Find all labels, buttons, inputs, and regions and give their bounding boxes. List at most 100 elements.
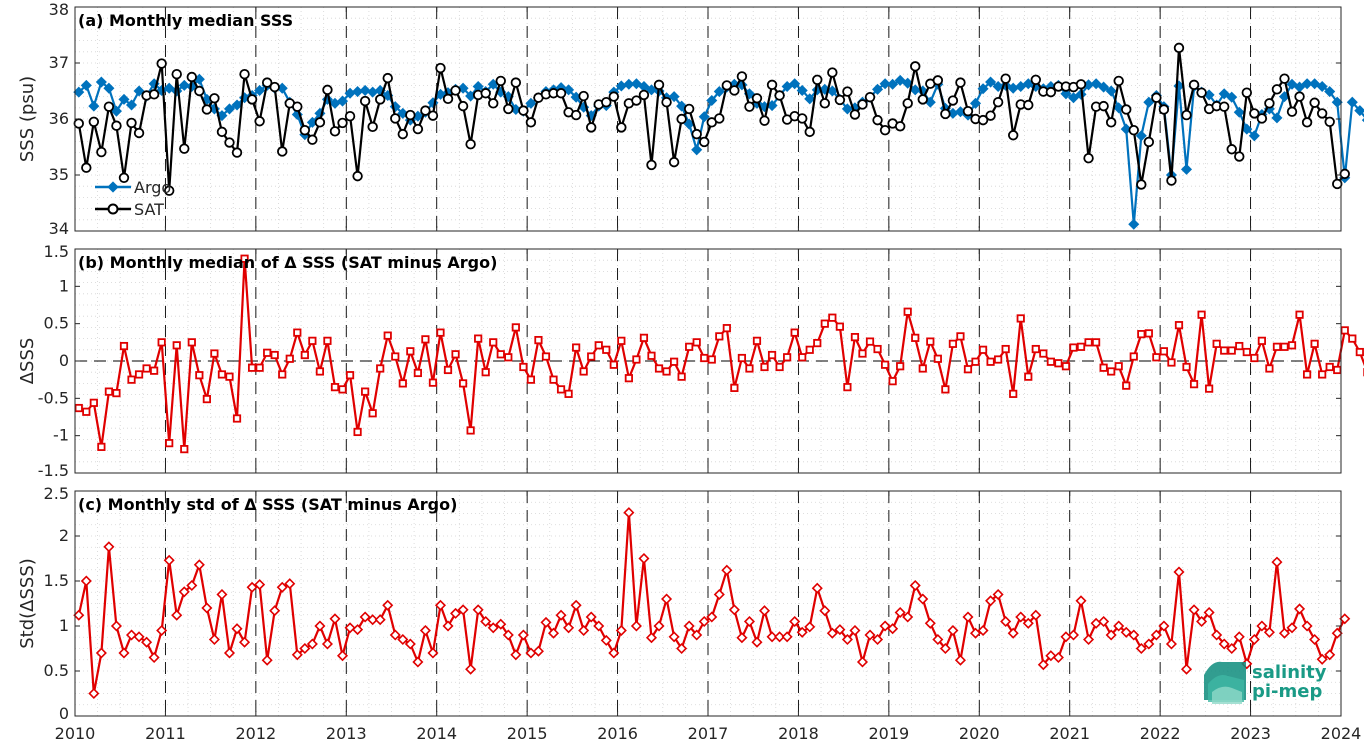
data-point xyxy=(894,606,906,619)
data-point xyxy=(1309,78,1321,90)
data-point xyxy=(1340,326,1349,335)
data-point xyxy=(865,337,875,346)
data-point xyxy=(1000,73,1011,84)
data-point xyxy=(1166,175,1177,186)
data-point xyxy=(276,581,288,593)
data-point xyxy=(609,360,618,369)
data-point xyxy=(1271,112,1283,124)
data-point xyxy=(382,72,393,84)
data-point xyxy=(917,593,929,605)
data-point xyxy=(706,94,718,107)
x-tick-label: 2020 xyxy=(959,724,1000,743)
data-point xyxy=(947,624,959,637)
data-point xyxy=(909,84,921,96)
data-point xyxy=(624,374,633,383)
data-point xyxy=(480,88,491,99)
data-point xyxy=(322,84,333,96)
data-point xyxy=(1279,73,1290,84)
data-point xyxy=(969,97,982,109)
data-point xyxy=(692,338,701,347)
data-point xyxy=(239,68,250,80)
data-point xyxy=(1024,372,1033,381)
data-point xyxy=(315,367,325,376)
data-point xyxy=(668,91,680,103)
data-point xyxy=(269,81,280,93)
data-point xyxy=(796,626,808,638)
data-point xyxy=(195,371,204,380)
data-point xyxy=(888,377,897,386)
data-point xyxy=(1316,108,1328,119)
data-point xyxy=(849,624,861,637)
data-point xyxy=(1242,347,1251,357)
data-point xyxy=(1256,620,1268,632)
data-point xyxy=(277,146,288,157)
data-point xyxy=(1167,358,1176,367)
data-point xyxy=(1332,178,1343,190)
data-point xyxy=(314,117,326,128)
data-point xyxy=(466,426,475,435)
data-point xyxy=(1333,365,1342,375)
data-point xyxy=(88,687,100,700)
data-point xyxy=(887,623,899,635)
data-point xyxy=(1235,341,1244,351)
x-tick-label: 2016 xyxy=(597,724,638,743)
data-point xyxy=(933,354,942,363)
data-point xyxy=(1007,130,1019,141)
data-point xyxy=(994,355,1003,364)
data-point xyxy=(88,100,100,112)
panel-a: 34 35 36 37 38 (a) Monthly median SSS SSS (p… xyxy=(17,0,1364,238)
data-point xyxy=(489,338,498,347)
data-point xyxy=(1339,168,1350,180)
data-point xyxy=(1121,104,1132,115)
data-point xyxy=(1135,130,1147,142)
data-point xyxy=(826,85,838,97)
data-point xyxy=(352,170,363,182)
data-point xyxy=(751,93,763,104)
data-point xyxy=(1241,123,1253,135)
data-point xyxy=(549,375,558,384)
data-point xyxy=(270,350,279,360)
data-point xyxy=(842,86,853,97)
data-point xyxy=(790,328,799,337)
data-point xyxy=(1120,123,1132,135)
data-point xyxy=(359,611,371,623)
data-point xyxy=(1189,380,1199,389)
data-point xyxy=(1233,106,1245,118)
data-point xyxy=(969,627,982,639)
data-point xyxy=(193,559,205,571)
data-point xyxy=(254,84,266,96)
data-point xyxy=(412,656,424,668)
data-point xyxy=(766,631,778,643)
data-point xyxy=(864,629,876,641)
data-point xyxy=(180,445,189,454)
data-point xyxy=(1180,663,1193,675)
data-point xyxy=(518,105,529,116)
data-point xyxy=(932,633,944,646)
data-point xyxy=(389,629,401,641)
data-point xyxy=(336,650,349,662)
data-point xyxy=(632,355,641,364)
data-point xyxy=(646,159,657,171)
data-point xyxy=(1180,163,1193,175)
data-point xyxy=(653,620,665,632)
data-point xyxy=(879,78,891,90)
data-point xyxy=(1105,85,1117,97)
data-point xyxy=(872,114,883,126)
logo-line2: pi-mep xyxy=(1252,681,1322,702)
data-point xyxy=(1098,81,1110,93)
data-point xyxy=(1271,84,1283,95)
data-point xyxy=(80,79,92,91)
x-tick-label: 2018 xyxy=(778,724,819,743)
data-point xyxy=(254,579,266,591)
data-point xyxy=(133,631,145,643)
data-point xyxy=(1173,42,1185,54)
data-point xyxy=(971,357,980,366)
data-point xyxy=(413,368,422,378)
data-point xyxy=(902,611,914,623)
panel-title: (b) Monthly median of Δ SSS (SAT minus A… xyxy=(78,253,497,272)
data-point xyxy=(760,362,769,372)
data-point xyxy=(179,143,190,154)
data-point xyxy=(700,353,709,363)
data-point xyxy=(630,620,642,632)
data-point xyxy=(683,118,695,130)
